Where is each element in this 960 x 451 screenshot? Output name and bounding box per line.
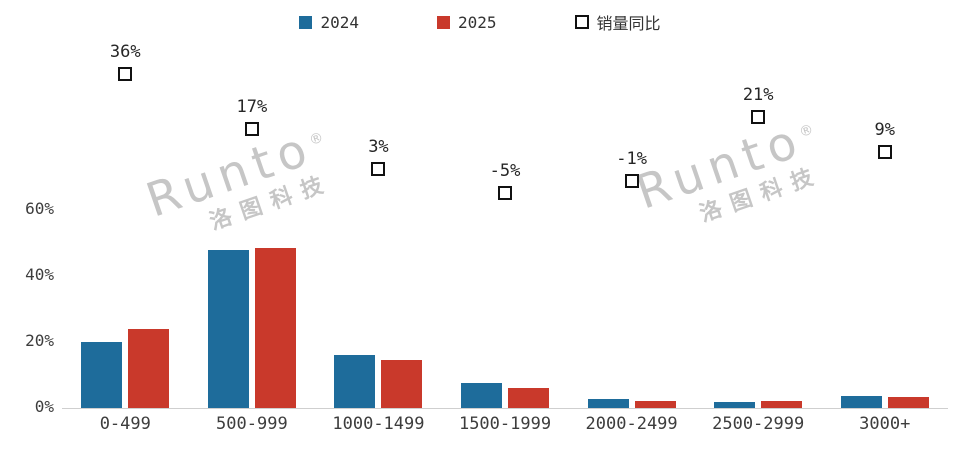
yoy-value-label: -1% bbox=[616, 148, 647, 169]
legend-label: 2024 bbox=[320, 12, 359, 32]
y-tick-label: 60% bbox=[25, 199, 54, 218]
yoy-marker-icon bbox=[371, 162, 386, 177]
legend-item-2024: 2024 bbox=[299, 10, 359, 34]
yoy-marker-icon bbox=[498, 185, 513, 200]
chart-legend: 2024 2025 销量同比 bbox=[0, 10, 960, 34]
x-tick-label: 1000-1499 bbox=[332, 414, 425, 434]
x-tick-label: 0-499 bbox=[99, 414, 151, 434]
x-tick-label: 2000-2499 bbox=[585, 414, 678, 434]
bar-pair bbox=[442, 383, 569, 408]
yoy-marker-icon bbox=[877, 144, 892, 159]
y-tick-label: 40% bbox=[25, 265, 54, 284]
bar-2025 bbox=[887, 396, 929, 408]
legend-label: 销量同比 bbox=[596, 14, 661, 33]
bar-group: 36% bbox=[62, 40, 189, 408]
bar-pair bbox=[568, 399, 695, 408]
yoy-value-label: 21% bbox=[742, 85, 774, 106]
bar-pair bbox=[315, 355, 442, 408]
yoy-value-label: 17% bbox=[236, 96, 268, 117]
bar-pair bbox=[695, 401, 822, 408]
bar-pair bbox=[62, 328, 189, 408]
bar-group: 9% bbox=[821, 40, 948, 408]
bar-pair bbox=[189, 247, 316, 408]
plot-area: 36% 17% 3% -5% -1% 21% 9% bbox=[62, 40, 948, 409]
bar-group: 17% bbox=[189, 40, 316, 408]
x-tick-label: 1500-1999 bbox=[458, 414, 552, 434]
x-axis-labels: 0-499 500-999 1000-1499 1500-1999 2000-2499 2… bbox=[62, 414, 948, 434]
yoy-value-label: 3% bbox=[368, 137, 389, 158]
yoy-marker-icon bbox=[624, 173, 639, 188]
yoy-value-label: -5% bbox=[489, 160, 521, 181]
bar-2024 bbox=[461, 383, 503, 408]
bar-group: 3% bbox=[315, 40, 442, 408]
bar-2025 bbox=[634, 401, 676, 408]
bar-2024 bbox=[714, 402, 756, 408]
yoy-marker-icon bbox=[751, 110, 766, 125]
legend-label: 2025 bbox=[457, 12, 497, 32]
legend-swatch-icon bbox=[299, 15, 313, 29]
bar-2025 bbox=[381, 360, 423, 408]
bar-pair bbox=[821, 396, 948, 408]
bar-group: -5% bbox=[442, 40, 569, 408]
legend-swatch-icon bbox=[436, 15, 450, 29]
bar-group: 21% bbox=[695, 40, 822, 408]
bar-2024 bbox=[840, 396, 882, 408]
bar-group: -1% bbox=[568, 40, 695, 408]
bar-2024 bbox=[334, 355, 376, 408]
x-tick-label: 500-999 bbox=[216, 414, 288, 434]
bar-2025 bbox=[254, 247, 296, 408]
bar-2024 bbox=[207, 249, 249, 408]
bar-2025 bbox=[508, 387, 550, 408]
bar-2025 bbox=[761, 401, 803, 408]
bar-2024 bbox=[81, 342, 123, 408]
legend-item-2025: 2025 bbox=[436, 10, 497, 34]
legend-swatch-icon bbox=[574, 15, 589, 29]
y-tick-label: 0% bbox=[34, 397, 54, 416]
yoy-value-label: 36% bbox=[109, 41, 141, 62]
legend-item-销量同比: 销量同比 bbox=[574, 10, 661, 34]
yoy-marker-icon bbox=[118, 66, 133, 81]
y-tick-label: 20% bbox=[25, 331, 54, 350]
bar-2024 bbox=[587, 399, 629, 408]
x-tick-label: 2500-2999 bbox=[712, 414, 805, 434]
yoy-marker-icon bbox=[244, 121, 259, 136]
yoy-value-label: 9% bbox=[874, 119, 895, 140]
x-tick-label: 3000+ bbox=[859, 414, 911, 434]
bar-2025 bbox=[128, 328, 170, 408]
